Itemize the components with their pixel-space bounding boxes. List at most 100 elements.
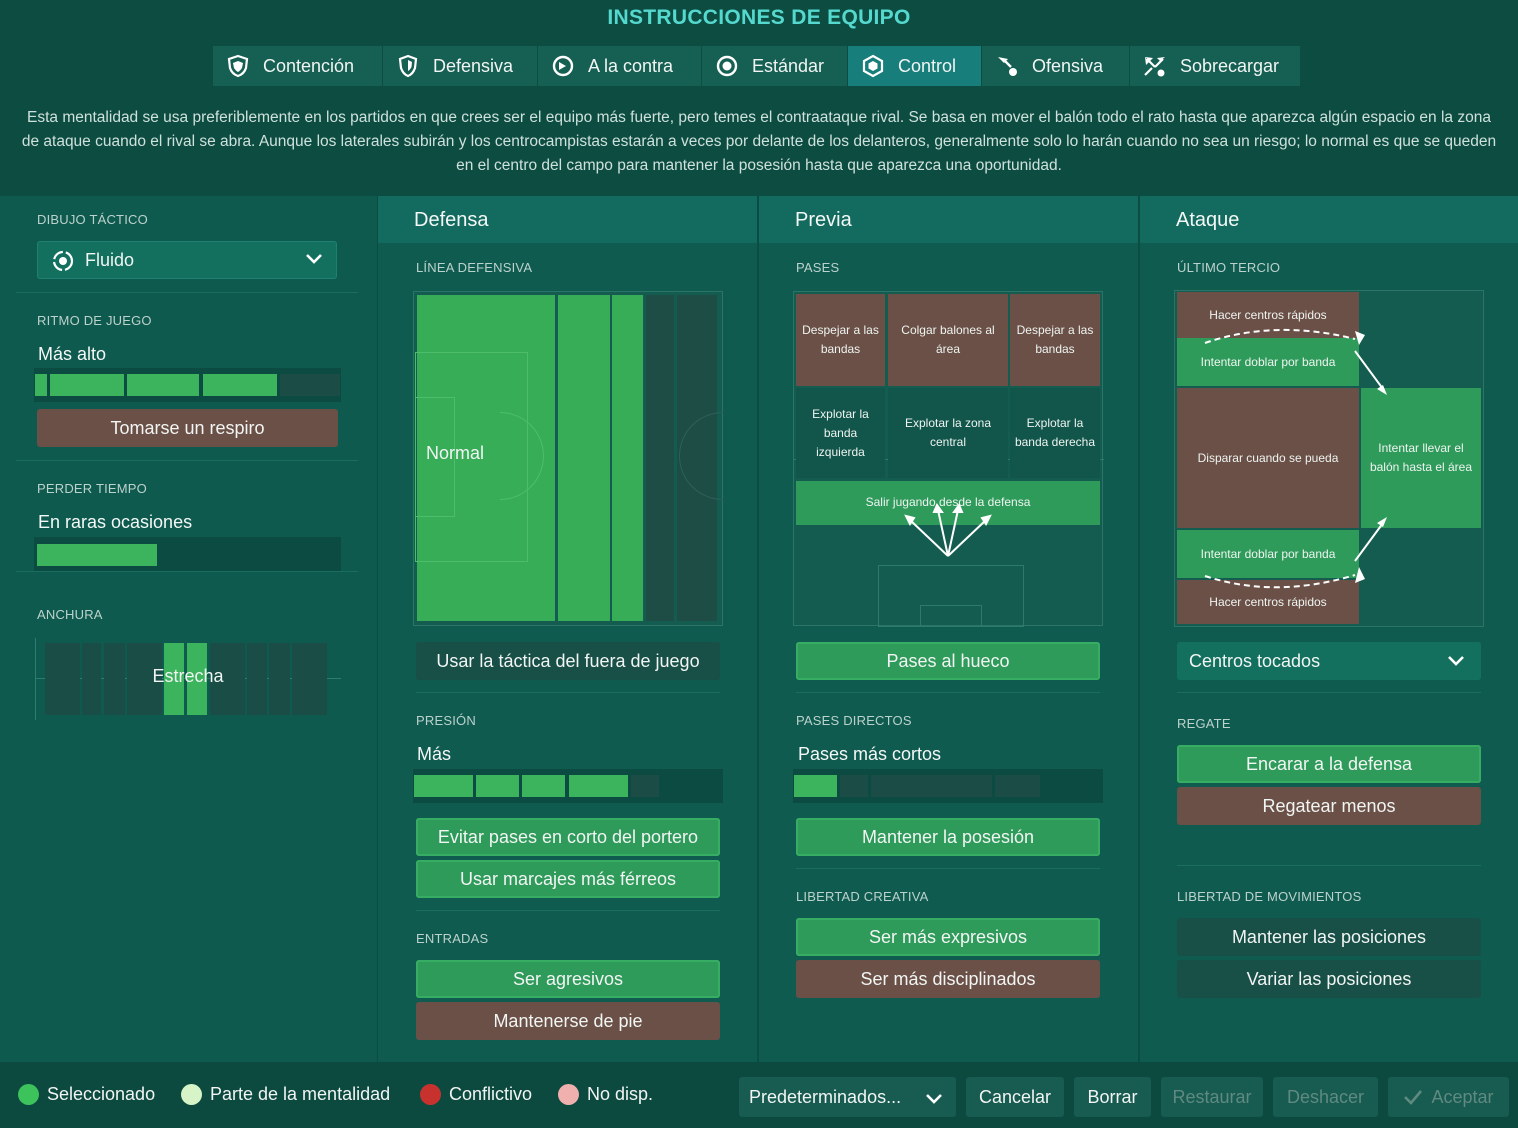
meter-segment [476, 775, 519, 797]
overload-icon [1142, 53, 1168, 79]
shield-icon [225, 53, 251, 79]
tab-contencion[interactable]: Contención [213, 46, 383, 86]
defaults-dropdown[interactable]: Predeterminados... [739, 1077, 956, 1117]
mentality-dot-icon [181, 1084, 202, 1105]
legend-label: Seleccionado [47, 1084, 156, 1104]
accept-label: Aceptar [1431, 1086, 1494, 1107]
legend-label: Conflictivo [449, 1084, 533, 1104]
retain-possession-button[interactable]: Mantener la posesión [796, 818, 1100, 856]
legend-unavailable: No disp. [558, 1084, 653, 1105]
buildup-option[interactable]: Despejar a las bandas [1010, 294, 1100, 386]
tab-a-la-contra[interactable]: A la contra [538, 46, 702, 86]
chevron-down-icon [1447, 654, 1465, 673]
directness-slider[interactable] [793, 769, 1103, 803]
be-expressive-button[interactable]: Ser más expresivos [796, 918, 1100, 956]
formation-value: Fluido [85, 250, 135, 270]
press-value: Más [417, 744, 452, 764]
tab-label: A la contra [588, 55, 674, 76]
formation-label: DIBUJO TÁCTICO [37, 212, 148, 227]
buildup-option[interactable]: Colgar balones al área [888, 294, 1008, 386]
tab-control[interactable]: Control [848, 46, 982, 86]
aggressive-tackle-button[interactable]: Ser agresivos [416, 960, 720, 998]
legend-mentality: Parte de la mentalidad [181, 1084, 390, 1105]
undo-button[interactable]: Deshacer [1273, 1077, 1378, 1117]
cancel-button[interactable]: Cancelar [966, 1077, 1064, 1117]
avoid-gk-short-button[interactable]: Evitar pases en corto del portero [416, 818, 720, 856]
defense-panel: Defensa LÍNEA DEFENSIVA Normal Usar la t… [378, 196, 757, 1062]
defaults-label: Predeterminados... [749, 1086, 902, 1107]
buildup-option[interactable]: Explotar la banda derecha [1010, 388, 1100, 478]
tab-ofensiva[interactable]: Ofensiva [982, 46, 1130, 86]
tab-label: Control [898, 55, 957, 76]
counter-icon [550, 53, 576, 79]
buildup-header: Previa [759, 196, 1138, 243]
width-value: Estrecha [152, 666, 224, 686]
run-at-defence-button[interactable]: Encarar a la defensa [1177, 745, 1481, 783]
legend-selected: Seleccionado [18, 1084, 155, 1105]
defensive-line-value: Normal [426, 443, 485, 463]
page-title: INSTRUCCIONES DE EQUIPO [607, 6, 911, 29]
chevron-down-icon [925, 1090, 943, 1111]
legend-label: Parte de la mentalidad [210, 1084, 391, 1104]
buildup-option[interactable]: Explotar la banda izquierda [796, 388, 885, 478]
crossing-select[interactable]: Centros tocados [1177, 642, 1481, 680]
press-label: PRESIÓN [416, 713, 476, 728]
shield-icon [395, 53, 421, 79]
attack-option[interactable]: Intentar doblar por banda [1177, 338, 1359, 386]
tab-estandar[interactable]: Estándar [702, 46, 848, 86]
attack-option[interactable]: Intentar llevar el balón hasta el área [1361, 388, 1481, 528]
meter-segment [840, 775, 868, 797]
tab-label: Defensiva [433, 55, 514, 76]
attack-pitch: Hacer centros rápidos Intentar doblar po… [1174, 290, 1484, 627]
width-slider[interactable]: Estrecha [35, 638, 341, 720]
legend-label: No disp. [587, 1084, 654, 1104]
tab-sobrecargar[interactable]: Sobrecargar [1130, 46, 1301, 86]
attack-option[interactable]: Intentar doblar por banda [1177, 530, 1359, 578]
press-slider[interactable] [413, 769, 723, 803]
target-icon [714, 53, 740, 79]
offside-trap-button[interactable]: Usar la táctica del fuera de juego [416, 642, 720, 680]
buildup-option[interactable]: Explotar la zona central [888, 388, 1008, 478]
dribble-less-button[interactable]: Regatear menos [1177, 787, 1481, 825]
defensive-line-pitch[interactable]: Normal [413, 291, 723, 626]
crossing-value: Centros tocados [1189, 651, 1321, 671]
be-disciplined-button[interactable]: Ser más disciplinados [796, 960, 1100, 998]
tempo-label: RITMO DE JUEGO [37, 313, 152, 328]
buildup-option[interactable]: Despejar a las bandas [796, 294, 885, 386]
meter-segment [50, 374, 124, 396]
fluid-icon [51, 249, 75, 278]
tackling-label: ENTRADAS [416, 931, 489, 946]
attack-option[interactable]: Disparar cuando se pueda [1177, 388, 1359, 528]
take-breather-button[interactable]: Tomarse un respiro [37, 409, 338, 447]
accept-button[interactable]: Aceptar [1388, 1077, 1509, 1117]
meter-segment [631, 775, 659, 797]
restore-button[interactable]: Restaurar [1161, 1077, 1263, 1117]
tighter-marking-button[interactable]: Usar marcajes más férreos [416, 860, 720, 898]
attack-arrows [1204, 328, 1387, 589]
mentality-tabs: Contención Defensiva A la contra Estánda… [213, 46, 1301, 86]
meter-segment [280, 374, 340, 396]
legend-conflict: Conflictivo [420, 1084, 532, 1105]
buildup-pitch: Despejar a las bandas Colgar balones al … [793, 291, 1104, 627]
meter-segment [37, 544, 157, 566]
meter-segment [995, 775, 1040, 797]
hold-position-button[interactable]: Mantener las posiciones [1177, 918, 1481, 956]
buildup-option[interactable]: Salir jugando desde la defensa [796, 481, 1100, 525]
general-panel: DIBUJO TÁCTICO Fluido RITMO DE JUEGO Más… [0, 196, 377, 1062]
selected-dot-icon [18, 1084, 39, 1105]
timewasting-slider[interactable] [34, 537, 341, 571]
tempo-slider[interactable] [34, 368, 341, 402]
stay-on-feet-button[interactable]: Mantenerse de pie [416, 1002, 720, 1040]
tab-defensiva[interactable]: Defensiva [383, 46, 538, 86]
clear-button[interactable]: Borrar [1074, 1077, 1151, 1117]
meter-segment [871, 775, 992, 797]
roam-positions-button[interactable]: Variar las posiciones [1177, 960, 1481, 998]
meter-segment [569, 775, 628, 797]
defense-header: Defensa [378, 196, 757, 243]
meter-segment [203, 374, 277, 396]
meter-segment [414, 775, 473, 797]
formation-select[interactable]: Fluido [37, 241, 337, 279]
creative-label: LIBERTAD CREATIVA [796, 889, 929, 904]
through-balls-button[interactable]: Pases al hueco [796, 642, 1100, 680]
check-icon [1403, 1089, 1423, 1105]
